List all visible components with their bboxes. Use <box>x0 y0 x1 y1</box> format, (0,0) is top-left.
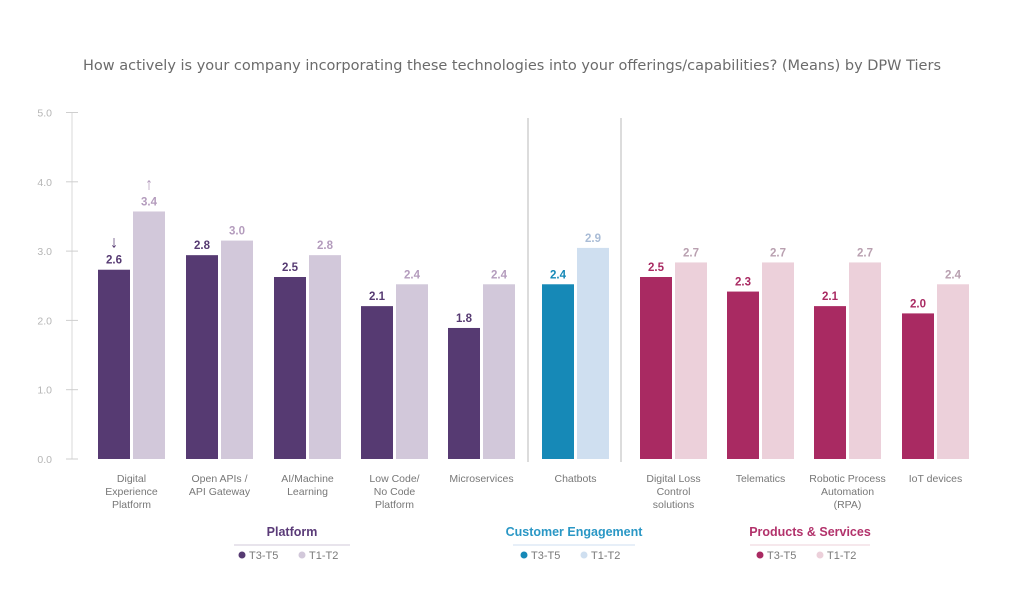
chart-title: How actively is your company incorporati… <box>83 58 941 74</box>
value-label: 2.5 <box>282 262 299 274</box>
bars: 2.6 3.4 2.8 3.0 2.5 2.8 2.1 2.4 1.8 2.4 2.4 2.9 2.5 2… <box>98 174 969 459</box>
legend-label-t3-t5: T3-T5 <box>531 550 560 562</box>
category-label: Control <box>657 486 691 498</box>
value-label: 2.6 <box>106 255 122 267</box>
category-label: Telematics <box>736 473 786 485</box>
category-label: API Gateway <box>189 486 251 498</box>
value-label: 2.8 <box>194 240 211 252</box>
bar-t1-t2 <box>309 255 341 459</box>
legend-title-platform: Platform <box>267 525 318 539</box>
legend-marker-t1-t2 <box>580 551 588 559</box>
value-label: 2.4 <box>404 269 421 281</box>
bar-t1-t2 <box>577 247 609 459</box>
bar-t1-t2 <box>396 284 428 459</box>
category-label: Digital Loss <box>646 473 700 485</box>
y-tick-label: 0.0 <box>37 454 52 466</box>
value-label: 2.1 <box>369 291 386 303</box>
bar-t1-t2 <box>133 211 165 459</box>
category-label: IoT devices <box>909 473 963 485</box>
bar-t3-t5 <box>542 284 574 459</box>
legend-label-t3-t5: T3-T5 <box>249 550 278 562</box>
bar-t3-t5 <box>902 313 934 459</box>
category-label: AI/Machine <box>281 473 334 485</box>
legend-label-t1-t2: T1-T2 <box>309 550 338 562</box>
bar-t3-t5 <box>727 291 759 459</box>
bar-t1-t2 <box>675 262 707 459</box>
value-label: 2.4 <box>550 269 567 281</box>
category-label: solutions <box>653 499 694 511</box>
legend: Platform T3-T5 T1-T2 Customer Engagement T3-… <box>234 525 871 562</box>
category-label: No Code <box>374 486 416 498</box>
y-axis: 0.0 1.0 2.0 3.0 4.0 5.0 <box>37 108 78 466</box>
bar-t3-t5 <box>98 269 130 459</box>
value-label: 2.4 <box>945 269 962 281</box>
y-tick-label: 1.0 <box>37 385 52 397</box>
bar-t1-t2 <box>937 284 969 459</box>
bar-t1-t2 <box>762 262 794 459</box>
value-label: 2.8 <box>317 240 334 252</box>
y-tick-label: 2.0 <box>37 315 52 327</box>
y-tick-label: 3.0 <box>37 246 52 258</box>
legend-label-t1-t2: T1-T2 <box>827 550 856 562</box>
legend-title-customer: Customer Engagement <box>506 525 644 539</box>
category-label: Digital <box>117 473 146 485</box>
category-label: Chatbots <box>554 473 596 485</box>
legend-label-t3-t5: T3-T5 <box>767 550 796 562</box>
value-label: 2.3 <box>735 277 751 289</box>
category-label: Low Code/ <box>369 473 419 485</box>
category-label: Experience <box>105 486 158 498</box>
category-label: Platform <box>112 499 151 511</box>
bar-t3-t5 <box>640 277 672 459</box>
bar-t1-t2 <box>483 284 515 459</box>
category-label: Open APIs / <box>191 473 247 485</box>
value-label: 2.7 <box>770 247 786 259</box>
value-label: 2.1 <box>822 291 839 303</box>
bar-t3-t5 <box>448 327 480 459</box>
category-label: Automation <box>821 486 874 498</box>
legend-marker-t3-t5 <box>756 551 764 559</box>
legend-marker-t1-t2 <box>298 551 306 559</box>
value-label: 3.0 <box>229 226 245 238</box>
legend-marker-t3-t5 <box>238 551 246 559</box>
value-label: 2.7 <box>683 247 699 259</box>
value-label: 3.4 <box>141 196 158 208</box>
bar-t3-t5 <box>361 306 393 459</box>
legend-marker-t1-t2 <box>816 551 824 559</box>
category-label: Learning <box>287 486 328 498</box>
bar-t1-t2 <box>221 240 253 459</box>
y-tick-label: 5.0 <box>37 108 52 120</box>
category-label: (RPA) <box>834 499 862 511</box>
bar-t1-t2 <box>849 262 881 459</box>
value-label: 2.5 <box>648 262 665 274</box>
value-label: 2.0 <box>910 298 926 310</box>
bar-t3-t5 <box>814 306 846 459</box>
bar-t3-t5 <box>274 277 306 459</box>
category-label: Microservices <box>449 473 513 485</box>
arrow-up-icon: ↑ <box>145 174 154 193</box>
value-label: 2.9 <box>585 233 601 245</box>
legend-marker-t3-t5 <box>520 551 528 559</box>
value-label: 1.8 <box>456 313 473 325</box>
bar-t3-t5 <box>186 255 218 459</box>
value-label: 2.7 <box>857 247 873 259</box>
group-dividers <box>527 118 622 462</box>
y-tick-label: 4.0 <box>37 177 52 189</box>
value-label: 2.4 <box>491 269 508 281</box>
legend-label-t1-t2: T1-T2 <box>591 550 620 562</box>
category-label: Robotic Process <box>809 473 885 485</box>
arrow-down-icon: ↓ <box>110 233 119 252</box>
category-label: Platform <box>375 499 414 511</box>
legend-title-products: Products & Services <box>749 525 871 539</box>
